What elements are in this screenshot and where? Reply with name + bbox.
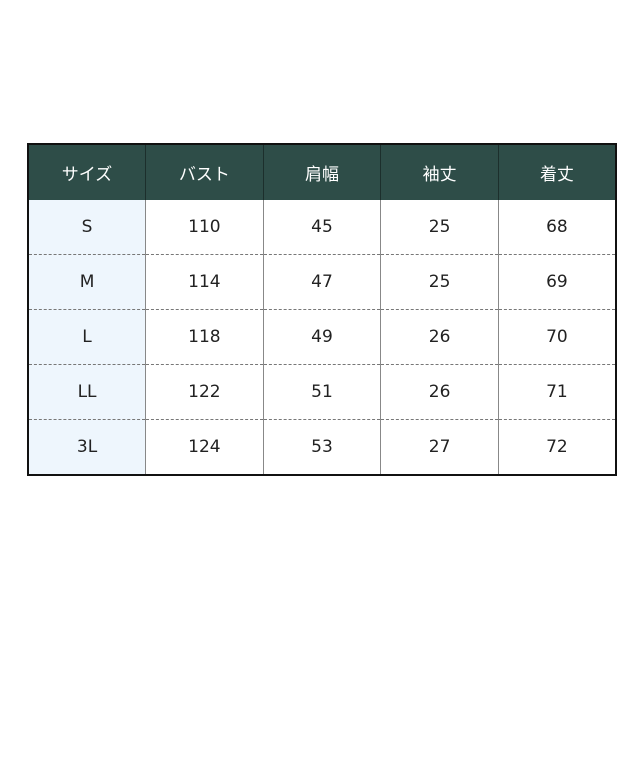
measurement-cell: 45 [263,200,382,255]
header-bust: バスト [145,144,264,200]
measurement-cell: 25 [380,254,499,310]
size-cell: M [28,254,147,310]
size-cell: L [28,309,147,365]
size-cell: LL [28,364,147,420]
measurement-cell: 71 [498,364,616,420]
measurement-cell: 47 [263,254,382,310]
header-size: サイズ [28,144,147,200]
size-cell: S [28,200,147,255]
measurement-cell: 70 [498,309,616,365]
table-row: M 114 47 25 69 [28,254,616,310]
table-row: L 118 49 26 70 [28,309,616,365]
header-row: サイズ バスト 肩幅 袖丈 着丈 [28,144,616,200]
table-row: LL 122 51 26 71 [28,364,616,420]
measurement-cell: 49 [263,309,382,365]
size-chart-table: サイズ バスト 肩幅 袖丈 着丈 S 110 45 25 68 M 114 47 25 69 L 11… [27,143,617,476]
measurement-cell: 51 [263,364,382,420]
measurement-cell: 53 [263,419,382,475]
measurement-cell: 122 [145,364,264,420]
size-cell: 3L [28,419,147,475]
measurement-cell: 68 [546,217,568,237]
measurement-cell: 69 [498,254,616,310]
measurement-cell: 26 [380,309,499,365]
measurement-cell: 72 [498,419,616,475]
measurement-cell: 114 [145,254,264,310]
header-shoulder: 肩幅 [263,144,382,200]
measurement-cell: 26 [380,364,499,420]
measurement-cell: 27 [380,419,499,475]
measurement-cell: 110 [145,200,264,255]
header-length: 着丈 [498,144,616,200]
table-row: S 110 45 25 68 [28,200,616,255]
header-sleeve: 袖丈 [380,144,499,200]
table-row: 3L 124 53 27 72 [28,419,616,475]
measurement-cell: 25 [380,200,499,255]
measurement-cell: 124 [145,419,264,475]
measurement-cell: 118 [145,309,264,365]
